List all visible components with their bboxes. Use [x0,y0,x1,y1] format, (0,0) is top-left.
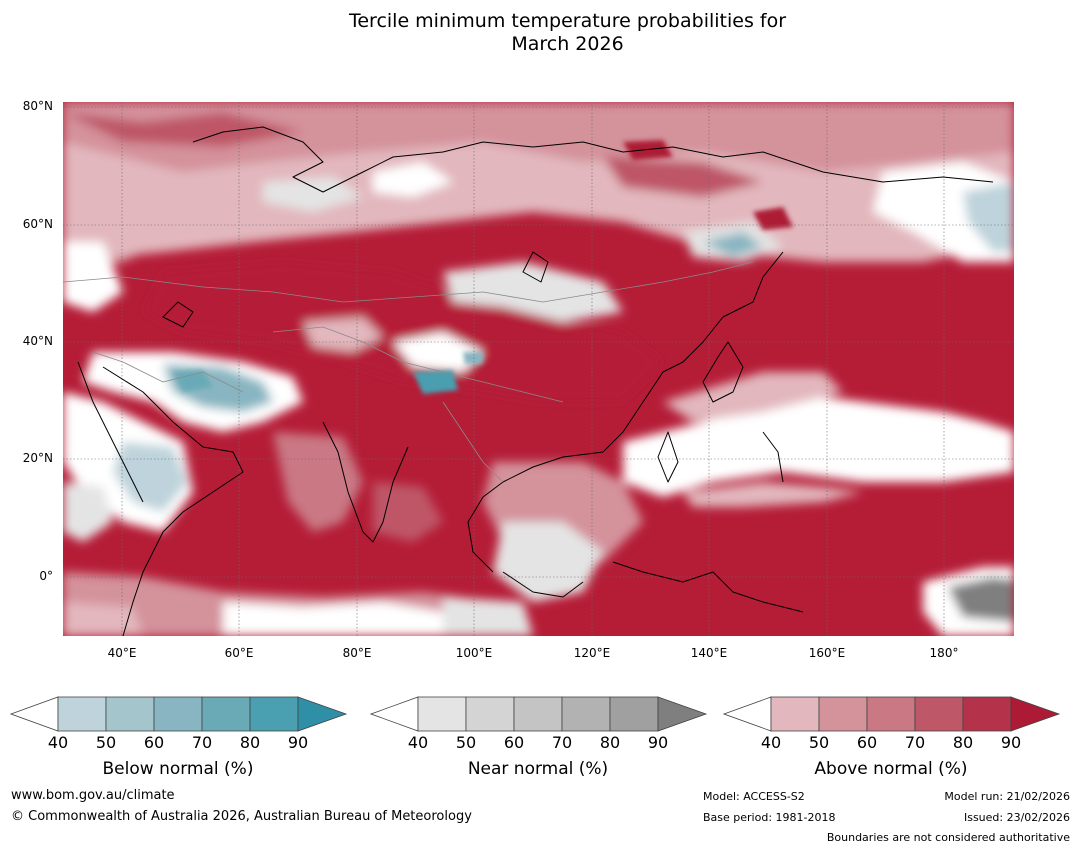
lat-label-40n: 40°N [22,334,53,348]
near-normal-colorbar [370,696,708,732]
model-run-date: Model run: 21/02/2026 [944,790,1070,803]
above-normal-tick-80: 80 [952,733,974,752]
lat-label-60n: 60°N [22,217,53,231]
near-normal-tick-60: 60 [503,733,525,752]
near-normal-tick-90: 90 [647,733,669,752]
below-normal-swatch-70-80 [201,696,251,732]
above-normal-swatch-40-50 [770,696,820,732]
lon-label-180: 180° [929,646,959,660]
probability-map [63,102,1014,636]
lon-label-40e: 40°E [107,646,137,660]
lat-label-80n: 80°N [22,99,53,113]
above-normal-tick-50: 50 [808,733,830,752]
near-normal-label: Near normal (%) [467,759,609,779]
above-normal-tick-90: 90 [1000,733,1022,752]
below-normal-tick-60: 60 [143,733,165,752]
above-normal-tick-60: 60 [856,733,878,752]
probability-shading [63,102,1014,636]
above-normal-swatch-70-80 [914,696,964,732]
map-title: Tercile minimum temperature probabilitie… [0,10,1081,56]
near-normal-swatch-70-80 [561,696,611,732]
probability-map-graphic [63,102,1014,636]
lon-label-100e: 100°E [455,646,493,660]
near-normal-tick-40: 40 [407,733,429,752]
below-normal-swatch-gt90 [297,696,348,732]
below-normal-tick-80: 80 [239,733,261,752]
above-normal-label: Above normal (%) [814,759,968,779]
below-normal-swatch-80-90 [249,696,299,732]
coastlines [77,126,994,636]
lat-label-0: 0° [39,569,53,583]
below-normal-tick-50: 50 [95,733,117,752]
copyright-text: © Commonwealth of Australia 2026, Austra… [11,809,472,824]
near-normal-tick-80: 80 [599,733,621,752]
below-normal-swatch-40-50 [57,696,107,732]
above-normal-swatch-50-60 [818,696,868,732]
above-normal-swatch-gt90 [1010,696,1061,732]
above-normal-tick-70: 70 [904,733,926,752]
near-normal-tick-50: 50 [455,733,477,752]
above-normal-swatch-lt40 [723,696,772,732]
near-normal-swatch-80-90 [609,696,659,732]
lat-label-20n: 20°N [22,451,53,465]
bom-website-link[interactable]: www.bom.gov.au/climate [11,788,175,803]
model-name: Model: ACCESS-S2 [703,790,805,803]
near-normal-swatch-gt90 [657,696,708,732]
lon-label-160e: 160°E [808,646,846,660]
below-normal-swatch-lt40 [10,696,59,732]
below-normal-swatch-50-60 [105,696,155,732]
map-title-line1: Tercile minimum temperature probabilitie… [348,10,787,32]
graticule [63,102,1014,636]
lon-label-60e: 60°E [224,646,254,660]
above-normal-tick-40: 40 [760,733,782,752]
above-normal-swatch-80-90 [962,696,1012,732]
lon-label-120e: 120°E [573,646,611,660]
lon-label-140e: 140°E [690,646,728,660]
below-normal-colorbar [10,696,348,732]
near-normal-swatch-40-50 [417,696,467,732]
country-borders [63,261,754,483]
above-normal-swatch-60-70 [866,696,916,732]
above-normal-colorbar [723,696,1061,732]
near-normal-swatch-lt40 [370,696,419,732]
below-normal-label: Below normal (%) [102,759,254,779]
boundaries-disclaimer: Boundaries are not considered authoritat… [826,831,1070,844]
below-normal-swatch-60-70 [153,696,203,732]
near-normal-tick-70: 70 [551,733,573,752]
below-normal-tick-40: 40 [47,733,69,752]
below-normal-tick-70: 70 [191,733,213,752]
map-title-line2: March 2026 [511,33,624,55]
below-normal-tick-90: 90 [287,733,309,752]
near-normal-swatch-60-70 [513,696,563,732]
base-period: Base period: 1981-2018 [703,811,836,824]
near-normal-swatch-50-60 [465,696,515,732]
lon-label-80e: 80°E [342,646,372,660]
issued-date: Issued: 23/02/2026 [963,811,1070,824]
